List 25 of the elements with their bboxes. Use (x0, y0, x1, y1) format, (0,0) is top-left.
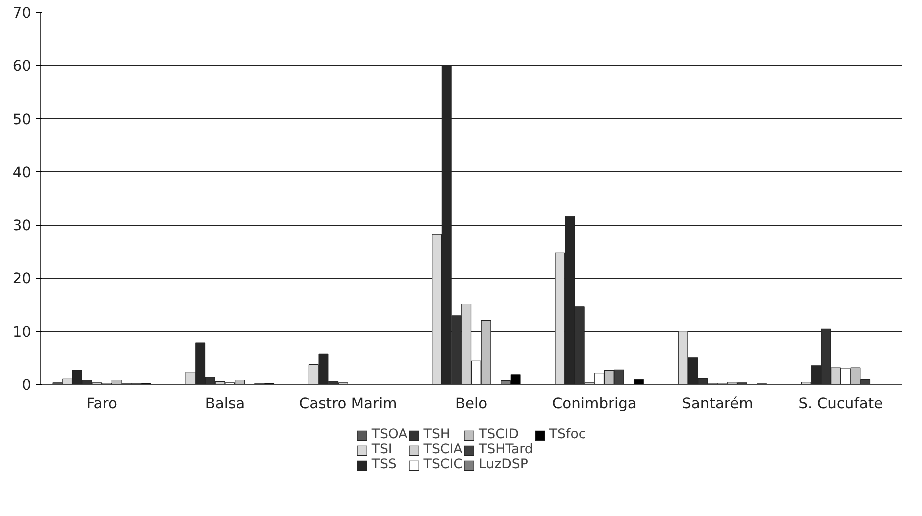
y-tick-label: 20 (12, 270, 32, 288)
x-tick-label: Santarém (682, 396, 754, 412)
x-tick-label: Balsa (205, 396, 246, 412)
x-tick-label: Castro Marim (299, 396, 398, 412)
legend-label: TSfoc (549, 428, 586, 442)
y-tick-label: 60 (12, 58, 32, 76)
legend-label: TSH (424, 428, 450, 442)
x-tick-label: Faro (86, 396, 118, 412)
y-tick-label: 30 (12, 218, 32, 235)
y-tick-label: 50 (12, 111, 32, 128)
legend-label: TSHTard (478, 442, 534, 458)
y-tick-label: 70 (12, 5, 32, 22)
legend-label: LuzDSP (478, 458, 528, 472)
x-tick-label: Conimbriga (552, 396, 637, 412)
x-tick-label: S. Cucufate (798, 396, 884, 412)
x-tick-label: Belo (455, 396, 488, 412)
legend-label: TSOA (372, 428, 408, 442)
legend-label: TSCIA (424, 442, 463, 458)
y-tick-label: 10 (12, 324, 32, 341)
y-tick-label: 40 (12, 164, 32, 182)
legend-label: TSS (372, 458, 397, 472)
y-tick-label: 0 (22, 377, 32, 394)
legend-label: TSCID (478, 428, 520, 442)
legend-label: TSCIC (424, 458, 463, 472)
legend-label: TSI (372, 442, 392, 458)
